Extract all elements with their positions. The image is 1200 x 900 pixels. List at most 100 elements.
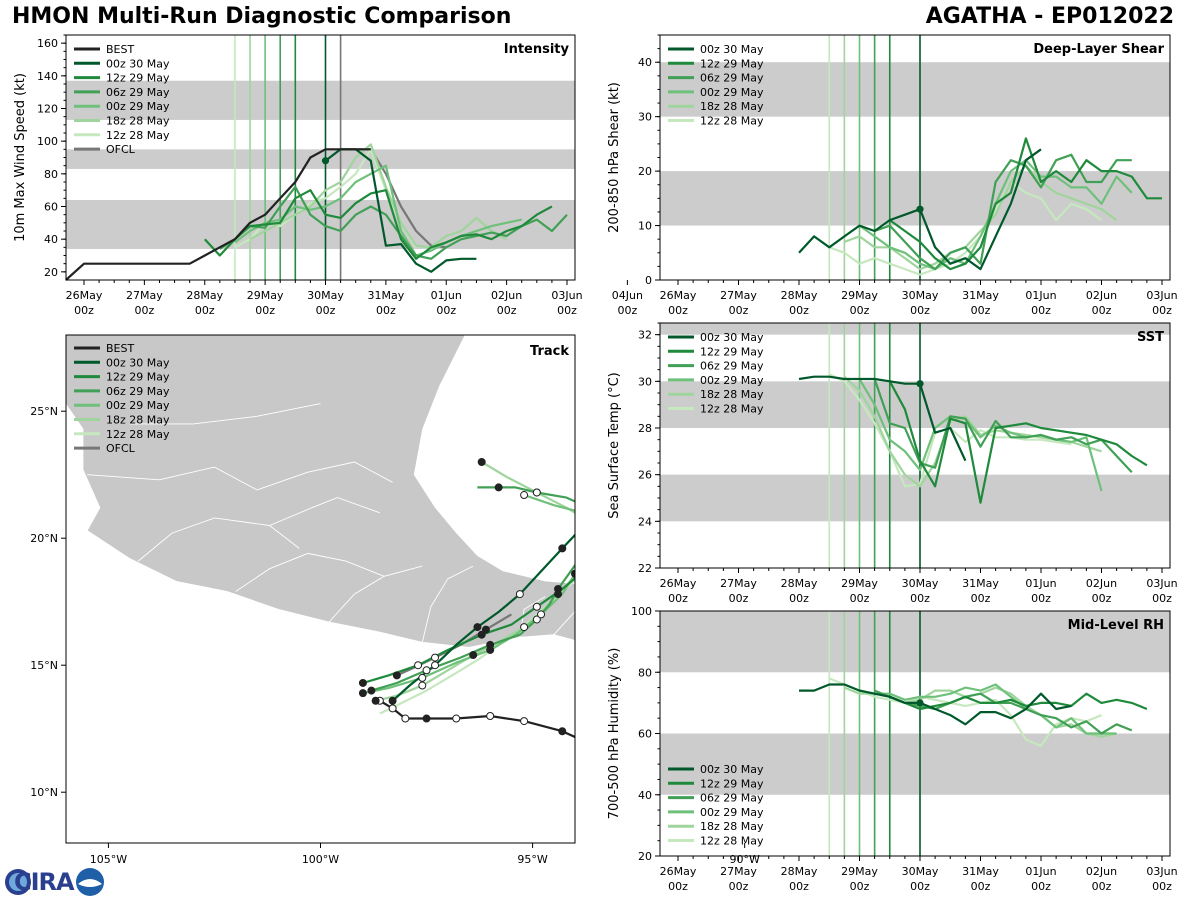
sst-ytick-label: 24: [638, 515, 652, 528]
sst-ytick-label: 22: [638, 562, 652, 575]
sst-series-line: [858, 378, 1103, 492]
logo-text: CIRA: [14, 868, 75, 896]
rh-panel: 20 40 60 80 100 26May 00z 27May 00z 28May 00z 29May…: [607, 605, 1178, 893]
sst-xtick-label: 31May: [962, 577, 999, 590]
intensity-xtick-sublabel: 00z: [255, 304, 275, 317]
track-marker: [481, 625, 490, 634]
shear-xtick-sublabel: 00z: [789, 304, 809, 317]
sst-xtick-sublabel: 00z: [729, 592, 749, 605]
intensity-xtick-sublabel: 00z: [557, 304, 577, 317]
intensity-shade-band: [66, 149, 575, 169]
rh-xtick-label: 27May: [720, 865, 757, 878]
state-border: [421, 565, 474, 643]
sst-xtick-label: 02Jun: [1086, 577, 1117, 590]
track-marker: [580, 550, 587, 557]
shear-xtick-sublabel: 00z: [1031, 304, 1051, 317]
rh-xtick-sublabel: 00z: [1092, 880, 1112, 893]
intensity-xtick-label: 29May: [247, 289, 284, 302]
sst-series-line: [873, 378, 1133, 474]
shear-ytick-label: 40: [638, 56, 652, 69]
intensity-init-marker: [321, 157, 330, 165]
intensity-xtick-label: 31May: [368, 289, 405, 302]
shear-legend-label: 12z 28 May: [700, 115, 764, 128]
shear-shade-band: [660, 171, 1170, 226]
rh-legend-label: 12z 29 May: [700, 777, 764, 790]
intensity-ytick-label: 140: [37, 70, 58, 83]
shear-xtick-sublabel: 00z: [1092, 304, 1112, 317]
sst-panel-title: SST: [1137, 330, 1164, 345]
shear-panel: 0 10 20 30 40 26May 00z 27May 00z 28May 00z 29May 00…: [607, 34, 1178, 317]
shear-legend-label: 06z 29 May: [700, 72, 764, 85]
state-border: [728, 533, 821, 553]
sst-xtick-label: 26May: [660, 577, 697, 590]
rh-legend-label: 18z 28 May: [700, 820, 764, 833]
state-border: [269, 497, 381, 526]
track-legend-label: 12z 29 May: [106, 371, 170, 384]
track-marker: [367, 686, 376, 695]
sst-xtick-label: 30May: [902, 577, 939, 590]
logo-icon: [5, 868, 104, 896]
intensity-series-line: [249, 143, 508, 249]
intensity-legend-label: 12z 29 May: [106, 72, 170, 85]
rh-xtick-sublabel: 00z: [910, 880, 930, 893]
intensity-panel-title: Intensity: [504, 42, 570, 57]
intensity-ytick-label: 20: [44, 266, 58, 279]
sst-shade-band: [660, 323, 1170, 335]
rh-xtick-label: 26May: [660, 865, 697, 878]
track-marker: [558, 544, 567, 553]
rh-xtick-label: 02Jun: [1086, 865, 1117, 878]
rh-init-marker: [916, 699, 924, 707]
intensity-shade-band: [66, 80, 575, 120]
shear-xtick-sublabel: 00z: [850, 304, 870, 317]
shear-init-marker: [916, 205, 924, 213]
track-marker: [532, 602, 541, 611]
track-marker: [452, 714, 461, 723]
shear-xtick-sublabel: 00z: [910, 304, 930, 317]
track-panel: 105°W 100°W 95°W 90°W 10°N 15°N 20°N 25°N Track B…: [30, 334, 821, 866]
shear-xtick-label: 28May: [781, 289, 818, 302]
rh-xtick-label: 29May: [841, 865, 878, 878]
track-marker: [414, 661, 423, 670]
intensity-xtick-sublabel: 00z: [134, 304, 154, 317]
track-legend-label: 12z 28 May: [106, 428, 170, 441]
rh-xtick-sublabel: 00z: [789, 880, 809, 893]
rh-panel-title: Mid-Level RH: [1068, 618, 1164, 633]
sst-frame: [659, 322, 1171, 569]
rh-xtick-sublabel: 00z: [850, 880, 870, 893]
intensity-ytick-label: 160: [37, 37, 58, 50]
intensity-legend-label: 18z 28 May: [106, 115, 170, 128]
shear-ytick-label: 30: [638, 111, 652, 124]
intensity-xtick-label: 04Jun: [612, 289, 643, 302]
sst-xtick-label: 03Jun: [1146, 577, 1177, 590]
rh-series-line: [828, 677, 1102, 747]
rh-xtick-sublabel: 00z: [1031, 880, 1051, 893]
rh-xtick-sublabel: 00z: [729, 880, 749, 893]
shear-legend-label: 18z 28 May: [700, 100, 764, 113]
track-marker: [571, 569, 575, 578]
sst-xtick-sublabel: 00z: [1092, 592, 1112, 605]
track-ytick-label: 25°N: [30, 405, 58, 418]
shear-ytick-label: 0: [645, 274, 652, 287]
track-marker: [558, 727, 567, 736]
intensity-xtick-sublabel: 00z: [617, 304, 637, 317]
shear-legend-label: 00z 30 May: [700, 43, 764, 56]
state-border: [235, 552, 385, 592]
rh-xtick-sublabel: 00z: [668, 880, 688, 893]
storm-id-title: AGATHA - EP012022: [925, 4, 1174, 29]
track-marker: [371, 696, 380, 705]
track-marker: [605, 558, 612, 565]
state-border: [553, 610, 575, 636]
track-ytick-label: 20°N: [30, 532, 58, 545]
track-marker: [597, 509, 604, 516]
track-marker: [473, 623, 482, 632]
track-xtick-label: 90°W: [729, 853, 759, 866]
intensity-xtick-label: 26May: [66, 289, 103, 302]
rh-ytick-label: 100: [631, 605, 652, 618]
shear-series-line: [889, 137, 1162, 271]
rh-xtick-label: 31May: [962, 865, 999, 878]
track-marker: [532, 615, 541, 624]
rh-xtick-sublabel: 00z: [1152, 880, 1172, 893]
cira-logo: CIRA: [4, 866, 108, 898]
track-marker: [477, 458, 486, 466]
